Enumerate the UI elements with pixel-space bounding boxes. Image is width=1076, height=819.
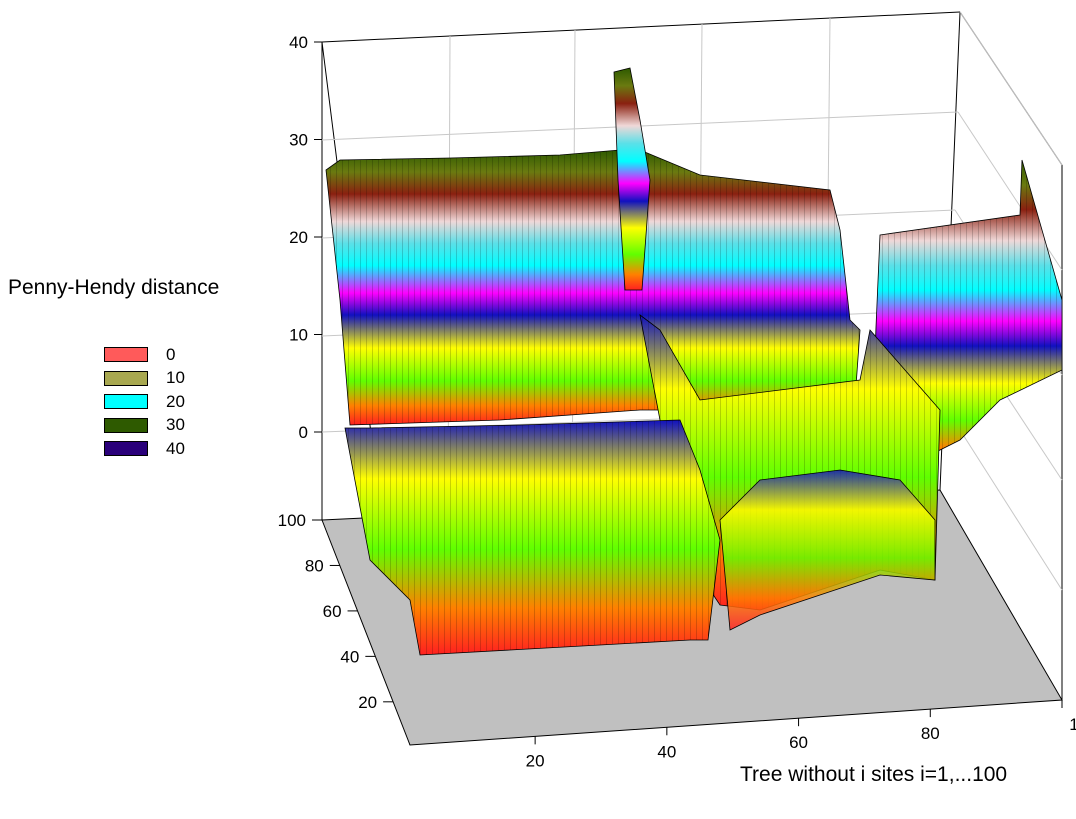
legend-swatch	[104, 394, 148, 410]
y-tick-label: 80	[305, 556, 324, 575]
z-tick-label: 20	[289, 228, 308, 247]
legend-label: 40	[166, 438, 185, 458]
x-tick-label: 20	[526, 751, 545, 770]
x-axis-label: Tree without i sites i=1,...100	[740, 763, 1008, 786]
z-tick-label: 0	[299, 423, 308, 442]
legend-entry: 10	[104, 367, 185, 391]
legend-label: 20	[166, 391, 185, 411]
legend-label: 10	[166, 368, 185, 388]
surface-band-front-right	[719, 469, 936, 631]
surface-band-front-ridges	[345, 420, 720, 655]
legend-entry: 40	[104, 437, 185, 461]
y-tick-label: 20	[358, 693, 377, 712]
legend-entry: 0	[104, 343, 185, 367]
surface-mesh	[325, 67, 1063, 656]
surface-peak	[613, 67, 651, 291]
x-tick-label: 1	[1069, 715, 1076, 734]
x-tick-label: 60	[789, 733, 808, 752]
y-axis: 20 40 60 80 100	[278, 511, 394, 712]
legend-swatch	[104, 417, 148, 433]
legend-swatch	[104, 441, 148, 457]
y-tick-label: 40	[340, 647, 359, 666]
z-tick-label: 30	[289, 131, 308, 150]
z-tick-label: 10	[289, 326, 308, 345]
x-tick-label: 80	[921, 724, 940, 743]
y-tick-label: 100	[278, 511, 306, 530]
legend-label: 30	[166, 415, 185, 435]
legend-label: 0	[166, 344, 176, 364]
x-axis: 20 40 60 80 1	[526, 700, 1076, 770]
z-axis: 0 10 20 30 40	[289, 33, 322, 442]
legend-entry: 20	[104, 390, 185, 414]
legend-entry: 30	[104, 414, 185, 438]
z-axis-label: Penny-Hendy distance	[8, 276, 220, 299]
box-edge-top-left	[321, 11, 961, 43]
z-tick-label: 40	[289, 33, 308, 52]
legend-swatch	[104, 370, 148, 386]
legend: 0 10 20 30 40	[104, 343, 185, 461]
y-tick-label: 60	[323, 602, 342, 621]
legend-swatch	[104, 347, 148, 363]
x-tick-label: 40	[657, 742, 676, 761]
surface-band-back-ridges	[326, 150, 860, 425]
